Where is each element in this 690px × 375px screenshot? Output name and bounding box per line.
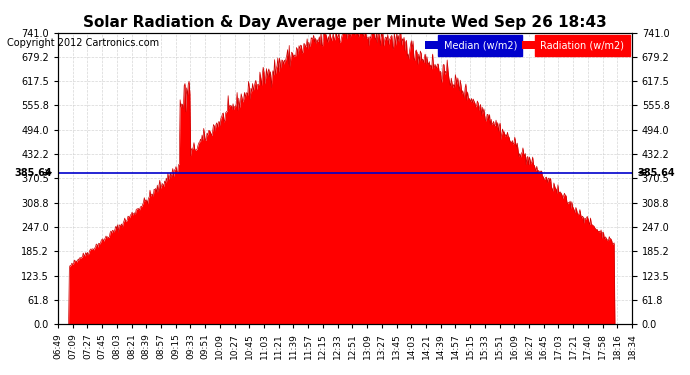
Text: 385.64: 385.64 [638, 168, 676, 177]
Title: Solar Radiation & Day Average per Minute Wed Sep 26 18:43: Solar Radiation & Day Average per Minute… [83, 15, 607, 30]
Legend: Median (w/m2), Radiation (w/m2): Median (w/m2), Radiation (w/m2) [422, 38, 627, 53]
Text: 385.64: 385.64 [14, 168, 52, 177]
Text: Copyright 2012 Cartronics.com: Copyright 2012 Cartronics.com [7, 38, 159, 48]
